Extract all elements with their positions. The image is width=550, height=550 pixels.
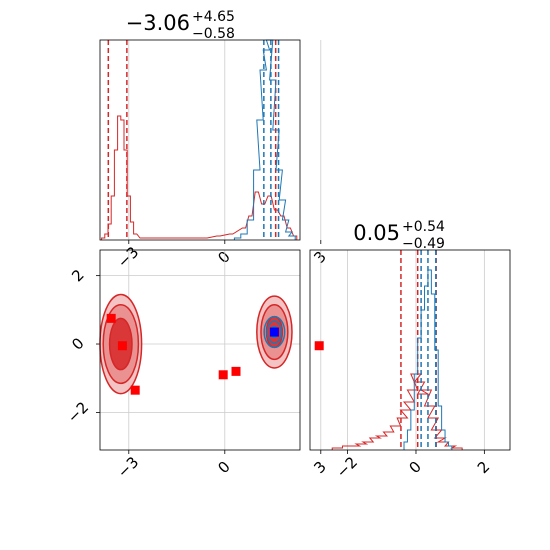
histogram-series-0 bbox=[101, 115, 298, 240]
red-marker bbox=[106, 313, 116, 323]
x-tick-label: 3 bbox=[310, 458, 329, 477]
histogram-series-0 bbox=[331, 373, 463, 450]
panel-frame bbox=[99, 249, 301, 451]
panel-title-value: −3.06 bbox=[126, 11, 190, 35]
panel-frame bbox=[99, 39, 301, 241]
x-tick-label: −2 bbox=[333, 453, 361, 481]
y-tick-label: 2 bbox=[68, 266, 87, 285]
x-tick-label: −3 bbox=[114, 243, 142, 271]
red-marker bbox=[218, 370, 228, 380]
panel-title-lower-error: −0.58 bbox=[192, 26, 235, 42]
red-marker bbox=[314, 341, 324, 351]
panel-title-upper-error: +4.65 bbox=[192, 9, 235, 25]
contour-level-2-0 bbox=[263, 315, 286, 349]
x-tick-label: 0 bbox=[214, 248, 233, 267]
contour-level-2-1 bbox=[266, 320, 283, 344]
x-tick-label: 2 bbox=[474, 458, 493, 477]
panel-frame bbox=[309, 249, 511, 451]
x-tick-label: 0 bbox=[214, 458, 233, 477]
histogram-x-panel: −3 0 3 −3.06 +4.65−0.58 bbox=[99, 9, 330, 271]
blue-marker bbox=[269, 327, 279, 337]
panel-title-upper-error: +0.54 bbox=[402, 219, 445, 235]
y-tick-label: 0 bbox=[68, 334, 87, 353]
x-tick-label: 3 bbox=[310, 248, 329, 267]
y-tick-label: −2 bbox=[64, 398, 92, 426]
panel-title-lower-error: −0.49 bbox=[402, 236, 445, 252]
x-tick-label: 0 bbox=[406, 458, 425, 477]
contour-scatter-panel: −3 0 3 −2 0 2 bbox=[64, 249, 330, 481]
panel-title-value: 0.05 bbox=[353, 221, 400, 245]
red-marker bbox=[117, 341, 127, 351]
histogram-series-1 bbox=[233, 39, 296, 240]
red-marker bbox=[130, 385, 140, 395]
red-marker bbox=[231, 366, 241, 376]
x-tick-label: −3 bbox=[114, 453, 142, 481]
histogram-y-panel: −2 0 2 0.05 +0.54−0.49 bbox=[309, 219, 511, 481]
